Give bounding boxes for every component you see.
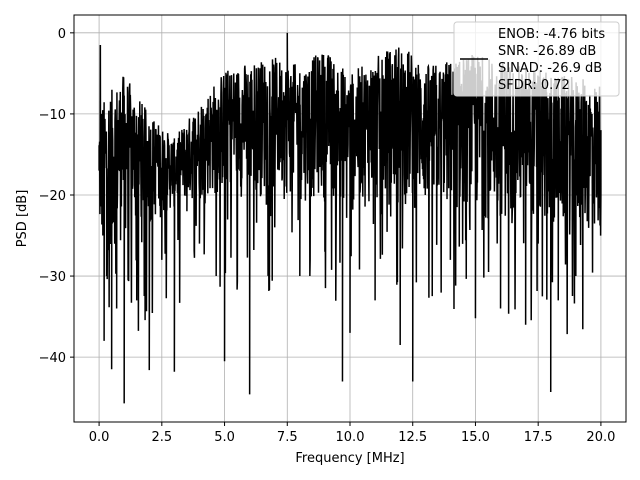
- x-tick-label: 2.5: [151, 430, 172, 445]
- y-tick-label: 0: [58, 27, 66, 42]
- y-tick-label: −10: [39, 108, 66, 123]
- x-tick-label: 5.0: [214, 430, 235, 445]
- x-axis: 0.0 2.5 5.0 7.5 10.0 12.5 15.0 17.5 20.0: [89, 422, 615, 445]
- legend-entry-snr: SNR: -26.89 dB: [498, 44, 596, 59]
- y-tick-label: −20: [39, 189, 66, 204]
- x-tick-label: 10.0: [336, 430, 365, 445]
- legend-entry-sinad: SINAD: -26.9 dB: [498, 61, 602, 76]
- x-tick-label: 0.0: [89, 430, 110, 445]
- legend: ENOB: -4.76 bits SNR: -26.89 dB SINAD: -…: [453, 21, 620, 97]
- x-tick-label: 15.0: [461, 430, 490, 445]
- x-tick-label: 20.0: [586, 430, 615, 445]
- psd-series-line: [98, 32, 602, 404]
- x-tick-label: 12.5: [398, 430, 427, 445]
- y-axis-label: PSD [dB]: [15, 190, 30, 248]
- legend-entry-enob: ENOB: -4.76 bits: [498, 27, 605, 42]
- y-tick-label: −30: [39, 270, 66, 285]
- y-tick-label: −40: [39, 351, 66, 366]
- y-axis: 0 −10 −20 −30 −40: [39, 27, 74, 366]
- x-axis-label: Frequency [MHz]: [295, 451, 404, 466]
- legend-entry-sfdr: SFDR: 0.72: [498, 78, 570, 93]
- x-tick-label: 17.5: [524, 430, 553, 445]
- legend-box: [453, 21, 620, 97]
- plot-area: [98, 32, 602, 404]
- x-tick-label: 7.5: [277, 430, 298, 445]
